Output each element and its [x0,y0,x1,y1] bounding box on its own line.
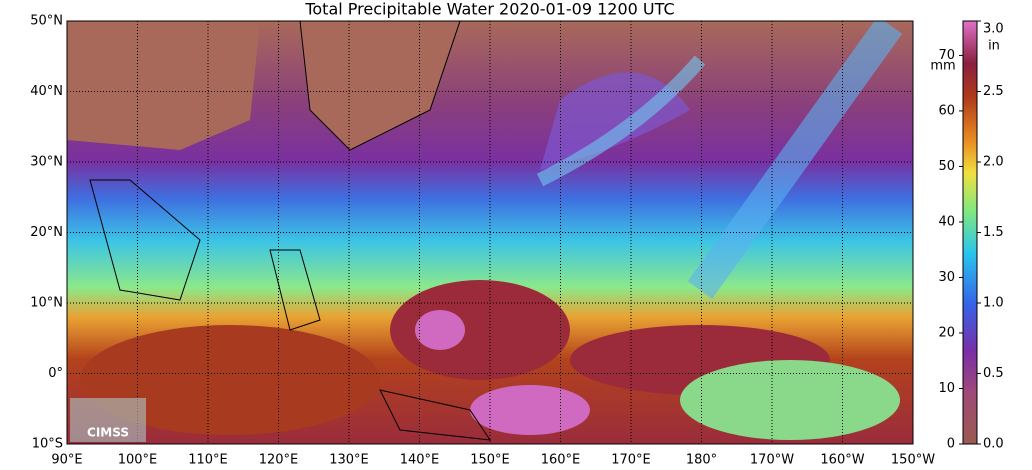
lat-label: 0° [48,366,63,381]
lon-label: 160°W [820,453,864,468]
lat-label: 20°N [30,225,63,240]
lon-label: 140°E [400,453,440,468]
lat-label: 10°N [30,296,63,311]
colorbar-left-label: 10 [938,381,955,396]
lat-label: 50°N [30,14,63,29]
colorbar-left-label: 20 [938,325,955,340]
lon-label: 150°E [470,453,510,468]
tpw-imagery [67,21,913,444]
logo-box [70,398,146,442]
lon-label: 120°E [259,453,299,468]
title: Total Precipitable Water 2020-01-09 1200… [304,0,674,19]
colorbar [962,20,978,445]
map-frame [66,20,914,445]
lat-label: 10°S [32,437,63,452]
lon-label: 150°W [891,453,935,468]
lat-label: 30°N [30,155,63,170]
logo: CIMSS [87,426,129,440]
colorbar-right-label: 1.0 [983,296,1004,311]
colorbar-right-label: 0.5 [983,366,1004,381]
lon-label: 170°E [611,453,651,468]
colorbar-left-label: 30 [938,270,955,285]
lon-label: 110°E [188,453,228,468]
colorbar-right-label: 3.0 [983,22,1004,37]
lon-label: 130°E [329,453,369,468]
lon-label: 160°E [541,453,581,468]
colorbar-left-label: 40 [938,214,955,229]
colorbar-right-label: 0.0 [983,437,1004,452]
colorbar-right-label: 1.5 [983,225,1004,240]
colorbar-right-label: 2.0 [983,155,1004,170]
lon-label: 170°W [750,453,794,468]
colorbar-left-label: 60 [938,103,955,118]
lon-label: 90°E [51,453,82,468]
lon-label: 100°E [118,453,158,468]
colorbar-left-label: 0 [947,437,955,452]
colorbar-right-label: 2.5 [983,84,1004,99]
colorbar-left-label: 70 [938,48,955,63]
colorbar-left-label: 50 [938,159,955,174]
colorbar-right-units: in [988,39,1000,54]
lat-label: 40°N [30,84,63,99]
lon-label: 180° [686,453,717,468]
colorbar-left-units: mm [930,59,955,74]
